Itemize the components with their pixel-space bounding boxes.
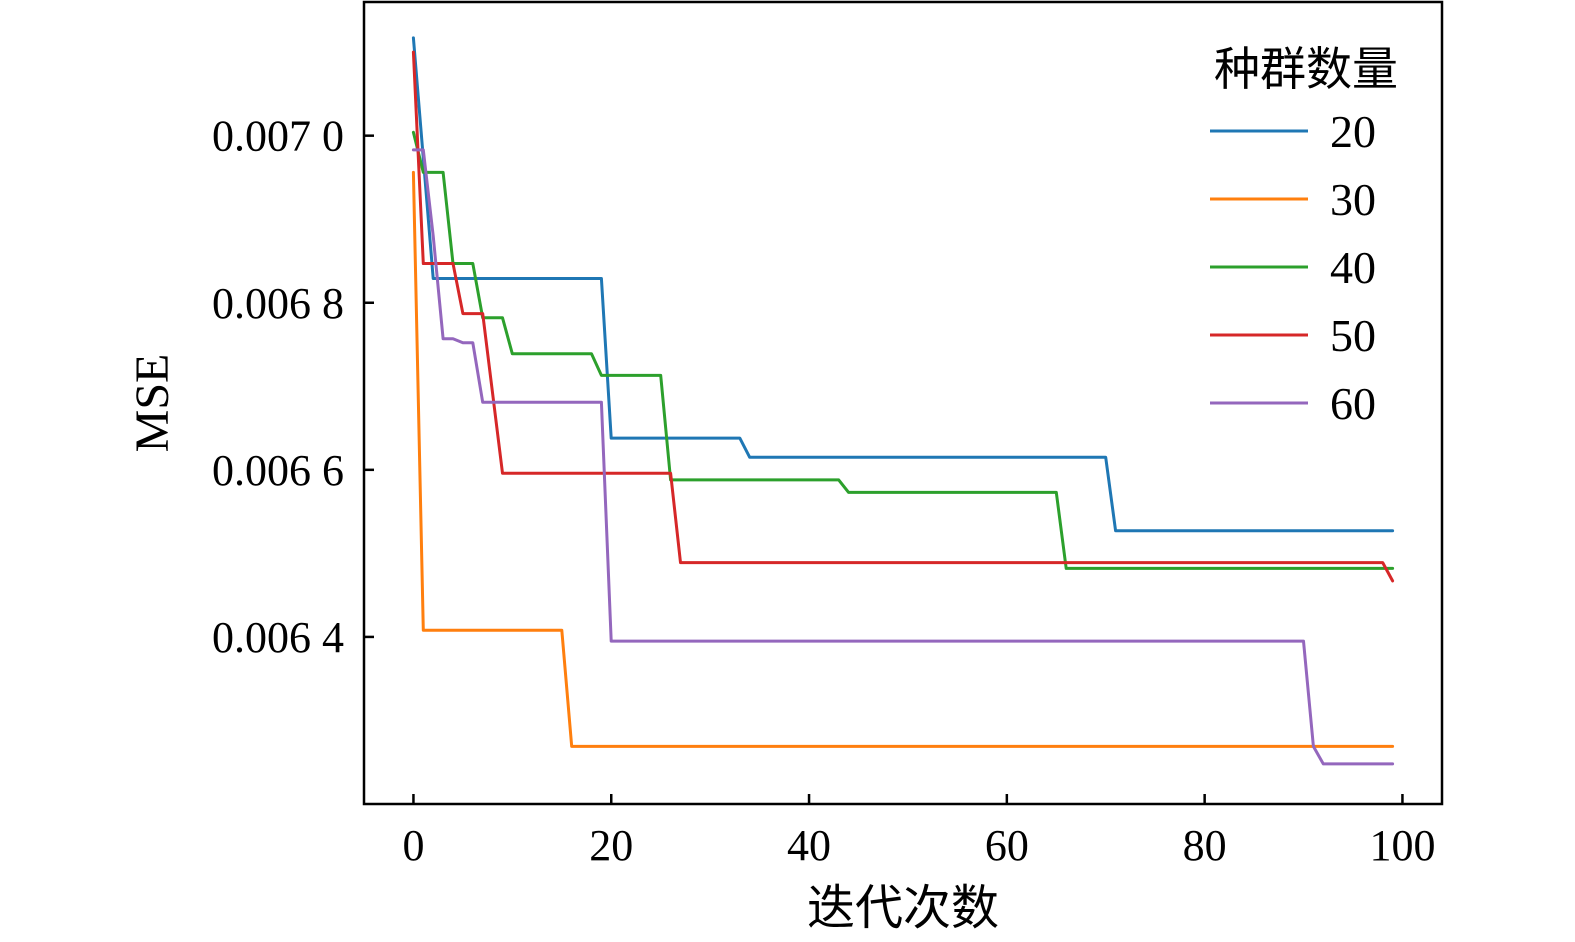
y-axis-title: MSE [126,354,179,453]
legend-label-40: 40 [1330,242,1376,293]
x-tick-label: 100 [1369,821,1435,870]
legend: 种群数量 20 30 40 50 60 [1210,44,1398,429]
x-axis: 0 20 40 60 80 100 [402,794,1435,870]
x-tick-label: 80 [1183,821,1227,870]
series-line-50 [411,50,1395,583]
legend-label-50: 50 [1330,310,1376,361]
plot-lines [411,36,1395,766]
legend-label-60: 60 [1330,378,1376,429]
legend-label-20: 20 [1330,106,1376,157]
series-line-40 [411,130,1395,570]
y-tick-label: 0.006 6 [212,446,344,495]
series-line-20 [411,36,1395,533]
plot-frame [362,0,1444,806]
x-axis-title: 迭代次数 [807,882,999,935]
series-line-30 [411,170,1395,748]
y-tick-label: 0.006 4 [212,613,344,662]
y-tick-label: 0.007 0 [212,112,344,161]
x-tick-label: 40 [787,821,831,870]
legend-label-30: 30 [1330,174,1376,225]
x-tick-label: 60 [985,821,1029,870]
x-tick-label: 20 [589,821,633,870]
legend-entries: 20 30 40 50 60 [1210,106,1376,429]
series-line-60 [411,148,1395,766]
y-axis: 0.006 4 0.006 6 0.006 8 0.007 0 [212,112,374,662]
x-tick-label: 0 [402,821,424,870]
legend-title: 种群数量 [1214,44,1398,95]
y-tick-label: 0.006 8 [212,279,344,328]
